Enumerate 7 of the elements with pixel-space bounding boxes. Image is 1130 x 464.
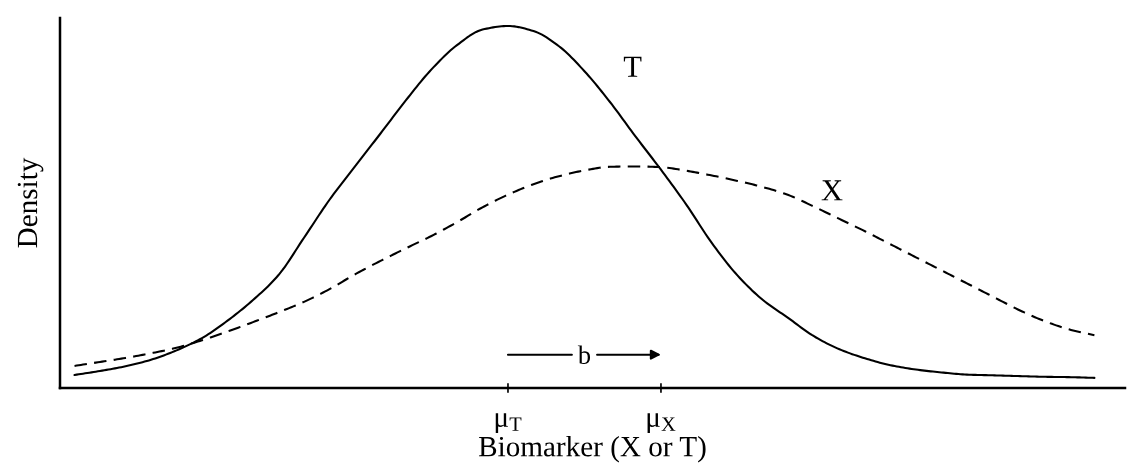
y-axis-title: Density	[17, 157, 44, 248]
series-label: X	[821, 180, 843, 201]
x-tick-label: μ$_{T}$	[495, 413, 522, 433]
annotation: b	[577, 345, 591, 365]
x-axis-title: Biomarker (X or T)	[478, 435, 706, 463]
series-label: T	[623, 56, 642, 77]
x-tick-label: μ$_{X}$	[647, 413, 676, 433]
